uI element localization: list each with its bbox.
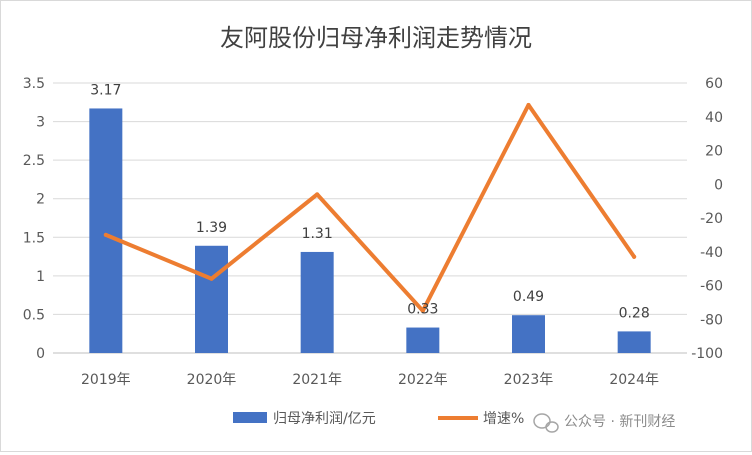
right-axis-tick-label: 60 xyxy=(705,76,723,92)
left-axis-tick-label: 2.5 xyxy=(23,153,45,169)
line-series xyxy=(103,102,637,313)
growth-line-point xyxy=(315,192,320,197)
right-axis-tick-label: 20 xyxy=(705,144,723,160)
bar xyxy=(89,108,123,353)
growth-line xyxy=(103,102,637,313)
left-axis-tick-label: 1 xyxy=(36,269,45,285)
bar-data-label: 0.33 xyxy=(407,302,438,318)
left-axis-tick-label: 3.5 xyxy=(23,76,45,92)
bar-data-label: 3.17 xyxy=(90,82,121,98)
bar-data-label: 0.28 xyxy=(619,305,650,321)
wechat-icon xyxy=(533,413,559,433)
right-axis-tick-label: -100 xyxy=(691,346,723,362)
right-axis-tick-label: 0 xyxy=(714,177,723,193)
growth-line-point xyxy=(420,308,425,313)
bar-data-label: 0.49 xyxy=(513,289,544,305)
bar-data-label: 1.39 xyxy=(196,220,227,236)
growth-line-point xyxy=(103,232,108,237)
left-axis-tick-label: 3 xyxy=(36,115,45,131)
right-axis-tick-label: 40 xyxy=(705,110,723,126)
growth-line-point xyxy=(209,276,214,281)
right-axis-tick-label: -40 xyxy=(700,245,723,261)
left-axis-tick-label: 0 xyxy=(36,346,45,362)
bar-series xyxy=(89,108,651,353)
bar xyxy=(195,245,228,353)
bar xyxy=(406,327,440,353)
x-axis-tick-label: 2020年 xyxy=(187,372,237,388)
right-axis-ticks: -100 -80 -60 -40 -20 0 20 40 60 xyxy=(691,76,723,362)
gridlines xyxy=(53,82,687,354)
x-axis-tick-label: 2019年 xyxy=(81,372,131,388)
bar-data-label: 1.31 xyxy=(302,226,333,242)
left-axis-tick-label: 1.5 xyxy=(23,230,45,246)
x-axis-ticks: 2019年 2020年 2021年 2022年 2023年 2024年 xyxy=(81,372,659,388)
x-axis-tick-label: 2022年 xyxy=(398,372,448,388)
right-axis-tick-label: -60 xyxy=(700,279,723,295)
growth-line-point xyxy=(632,254,637,259)
growth-line-point xyxy=(526,102,531,107)
legend-swatch-bar xyxy=(233,412,267,423)
right-axis-tick-label: -20 xyxy=(700,211,723,227)
x-axis-tick-label: 2024年 xyxy=(609,372,659,388)
left-axis-ticks: 0 0.5 1 1.5 2 2.5 3 3.5 xyxy=(23,76,45,362)
left-axis-tick-label: 0.5 xyxy=(23,307,45,323)
bar xyxy=(617,331,651,353)
bar xyxy=(512,315,545,353)
x-axis-tick-label: 2023年 xyxy=(504,372,554,388)
right-axis-tick-label: -80 xyxy=(700,312,723,328)
watermark: 公众号 · 新刊财经 xyxy=(533,413,675,433)
left-axis-tick-label: 2 xyxy=(36,192,45,208)
legend-label-growth: 增速% xyxy=(483,411,524,427)
chart-title: 友阿股份归母净利润走势情况 xyxy=(220,24,532,52)
data-labels: 3.17 1.39 1.31 0.33 0.49 0.28 xyxy=(90,82,650,321)
watermark-text: 公众号 · 新刊财经 xyxy=(564,414,675,430)
x-axis-tick-label: 2021年 xyxy=(292,372,342,388)
legend-label-net-profit: 归母净利润/亿元 xyxy=(273,410,376,427)
bar xyxy=(300,251,334,353)
legend: 归母净利润/亿元 增速% xyxy=(233,410,524,427)
